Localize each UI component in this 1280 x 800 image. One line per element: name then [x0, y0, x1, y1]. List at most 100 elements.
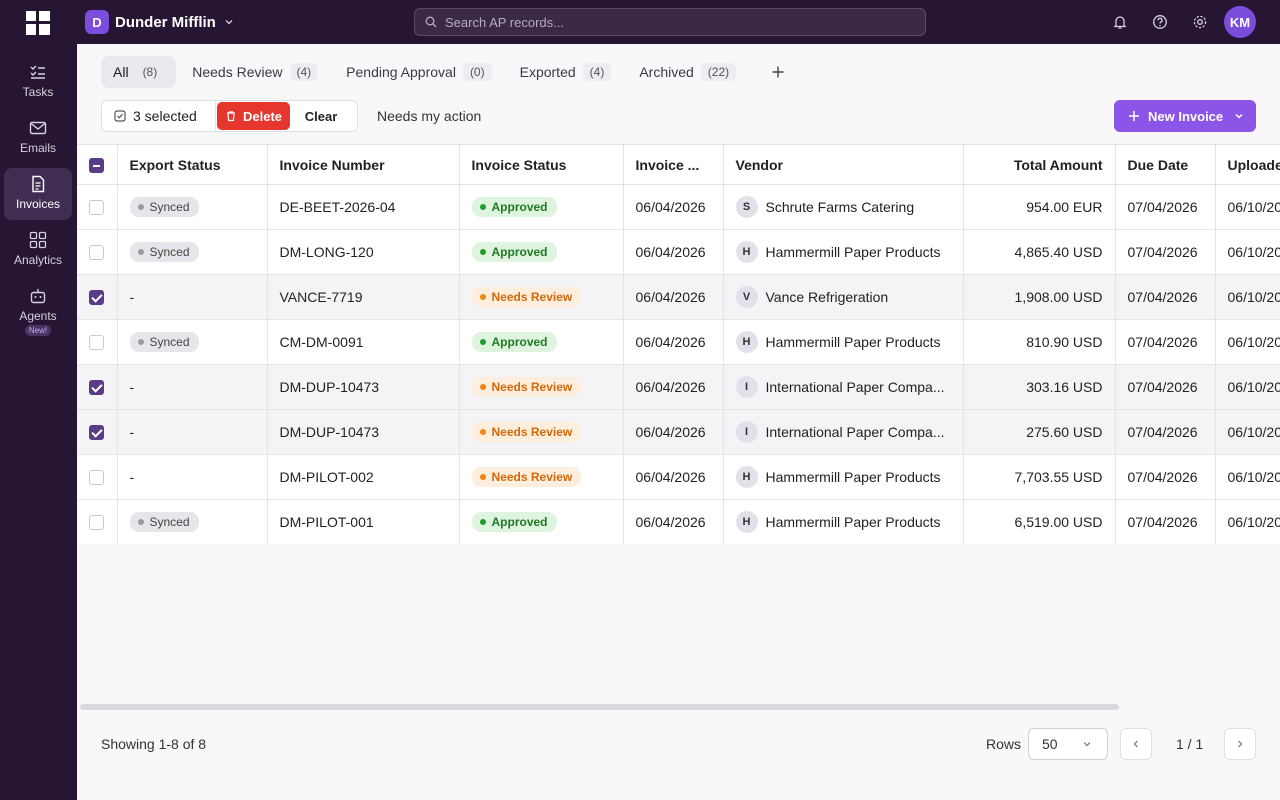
- tab-archived[interactable]: Archived (22): [627, 56, 748, 88]
- bot-icon: [30, 289, 46, 304]
- invoice-date-cell: 06/04/2026: [623, 319, 724, 365]
- tab-count: (4): [582, 63, 612, 81]
- table-row[interactable]: Synced CM-DM-0091 Approved 06/04/2026 H Hamme…: [77, 319, 1280, 365]
- row-checkbox[interactable]: [89, 515, 105, 531]
- sidebar-item-label: Tasks: [22, 85, 54, 99]
- export-status-cell: -: [117, 454, 268, 500]
- row-checkbox[interactable]: [89, 245, 105, 261]
- needs-my-action-filter[interactable]: Needs my action: [377, 108, 482, 124]
- tasks-icon: [30, 65, 45, 79]
- vendor-name: Schrute Farms Catering: [765, 199, 915, 215]
- invoice-status-cell: Approved: [459, 184, 624, 230]
- tab-label: Needs Review: [192, 64, 283, 80]
- table-row[interactable]: - DM-PILOT-002 Needs Review 06/04/2026 H Hamm…: [77, 454, 1280, 500]
- user-avatar[interactable]: KM: [1224, 6, 1256, 38]
- delete-label: Delete: [242, 108, 283, 124]
- previous-page-button[interactable]: [1120, 728, 1152, 760]
- vendor-cell: S Schrute Farms Catering: [723, 184, 964, 230]
- export-status-badge: Synced: [129, 512, 199, 532]
- vendor-avatar: I: [735, 421, 758, 443]
- tab-all[interactable]: All (8): [101, 56, 177, 88]
- export-status-cell: -: [117, 364, 268, 410]
- rows-label: Rows: [986, 736, 1022, 752]
- row-checkbox[interactable]: [89, 380, 105, 396]
- row-checkbox[interactable]: [89, 290, 105, 306]
- app-logo-icon[interactable]: [26, 11, 50, 35]
- vendor-name: International Paper Compa...: [765, 424, 945, 440]
- due-date-cell: 07/04/2026: [1115, 364, 1216, 410]
- sidebar-item-emails[interactable]: Emails: [4, 112, 72, 164]
- invoice-date-cell: 06/04/2026: [623, 184, 724, 230]
- row-select-cell: [77, 364, 118, 410]
- column-header[interactable]: Export Status: [117, 144, 268, 185]
- vendor-cell: H Hammermill Paper Products: [723, 499, 964, 544]
- row-select-cell: [77, 229, 118, 275]
- invoice-status-badge: Approved: [471, 197, 557, 217]
- tab-pending-approval[interactable]: Pending Approval (0): [334, 56, 503, 88]
- settings-icon[interactable]: [1190, 12, 1210, 32]
- sidebar-item-invoices[interactable]: Invoices: [4, 168, 72, 220]
- table-row[interactable]: Synced DE-BEET-2026-04 Approved 06/04/2026 S…: [77, 184, 1280, 230]
- org-switcher[interactable]: D Dunder Mifflin: [85, 10, 234, 34]
- due-date-cell: 07/04/2026: [1115, 319, 1216, 365]
- column-header[interactable]: Invoice Number: [267, 144, 460, 185]
- sidebar-item-agents[interactable]: Agents New!: [4, 280, 72, 344]
- row-checkbox[interactable]: [89, 200, 105, 216]
- column-header[interactable]: Due Date: [1115, 144, 1216, 185]
- table-row[interactable]: Synced DM-LONG-120 Approved 06/04/2026 H Hamm…: [77, 229, 1280, 275]
- invoice-number-cell: DM-DUP-10473: [267, 409, 460, 455]
- invoice-date-cell: 06/04/2026: [623, 229, 724, 275]
- chevron-down-icon[interactable]: [1233, 110, 1245, 122]
- tab-exported[interactable]: Exported (4): [508, 56, 624, 88]
- column-header[interactable]: Invoice Status: [459, 144, 624, 185]
- total-amount-cell: 275.60 USD: [963, 409, 1116, 455]
- vendor-cell: I International Paper Compa...: [723, 364, 964, 410]
- horizontal-scrollbar[interactable]: [80, 704, 1119, 710]
- invoice-date-cell: 06/04/2026: [623, 409, 724, 455]
- row-checkbox[interactable]: [89, 470, 105, 486]
- export-status-cell: Synced: [117, 184, 268, 230]
- row-checkbox[interactable]: [89, 425, 105, 441]
- vendor-name: Hammermill Paper Products: [765, 514, 941, 530]
- help-icon[interactable]: [1150, 12, 1170, 32]
- table-row[interactable]: - DM-DUP-10473 Needs Review 06/04/2026 I Inte…: [77, 409, 1280, 455]
- search-input[interactable]: [445, 14, 905, 30]
- table-row[interactable]: - VANCE-7719 Needs Review 06/04/2026 V Vance …: [77, 274, 1280, 320]
- select-all-checkbox[interactable]: [89, 157, 105, 173]
- rows-per-page-select[interactable]: 50: [1028, 728, 1108, 760]
- vendor-avatar: V: [735, 286, 758, 308]
- invoice-status-cell: Approved: [459, 229, 624, 275]
- column-header[interactable]: Total Amount: [963, 144, 1116, 185]
- sidebar: Tasks Emails Invoices Analytics Agents N…: [0, 44, 77, 800]
- vendor-cell: I International Paper Compa...: [723, 409, 964, 455]
- search-bar[interactable]: [414, 8, 926, 36]
- tab-needs-review[interactable]: Needs Review (4): [180, 56, 330, 88]
- document-icon: [32, 175, 45, 193]
- table-row[interactable]: - DM-DUP-10473 Needs Review 06/04/2026 I Inte…: [77, 364, 1280, 410]
- due-date-cell: 07/04/2026: [1115, 184, 1216, 230]
- invoice-number-cell: DM-DUP-10473: [267, 364, 460, 410]
- selection-bar: 3 selected Delete Clear: [101, 100, 358, 132]
- vendor-cell: H Hammermill Paper Products: [723, 229, 964, 275]
- vendor-name: Hammermill Paper Products: [765, 244, 941, 260]
- sidebar-item-tasks[interactable]: Tasks: [4, 56, 72, 108]
- next-page-button[interactable]: [1224, 728, 1256, 760]
- new-invoice-button[interactable]: New Invoice: [1114, 100, 1256, 132]
- grid-icon: [29, 231, 47, 249]
- export-status-cell: Synced: [117, 319, 268, 365]
- column-header[interactable]: Uploaded: [1215, 144, 1280, 185]
- org-badge: D: [85, 10, 109, 34]
- delete-button[interactable]: Delete: [217, 102, 290, 130]
- sidebar-item-analytics[interactable]: Analytics: [4, 224, 72, 276]
- add-tab-button[interactable]: [766, 60, 790, 84]
- row-checkbox[interactable]: [89, 335, 105, 351]
- bell-icon[interactable]: [1110, 12, 1130, 32]
- due-date-cell: 07/04/2026: [1115, 274, 1216, 320]
- invoice-number-cell: DM-LONG-120: [267, 229, 460, 275]
- column-header[interactable]: Vendor: [723, 144, 964, 185]
- table-row[interactable]: Synced DM-PILOT-001 Approved 06/04/2026 H Ham…: [77, 499, 1280, 544]
- clear-button[interactable]: Clear: [290, 102, 352, 130]
- vendor-avatar: S: [735, 196, 758, 218]
- total-amount-cell: 1,908.00 USD: [963, 274, 1116, 320]
- column-header[interactable]: Invoice ...: [623, 144, 724, 185]
